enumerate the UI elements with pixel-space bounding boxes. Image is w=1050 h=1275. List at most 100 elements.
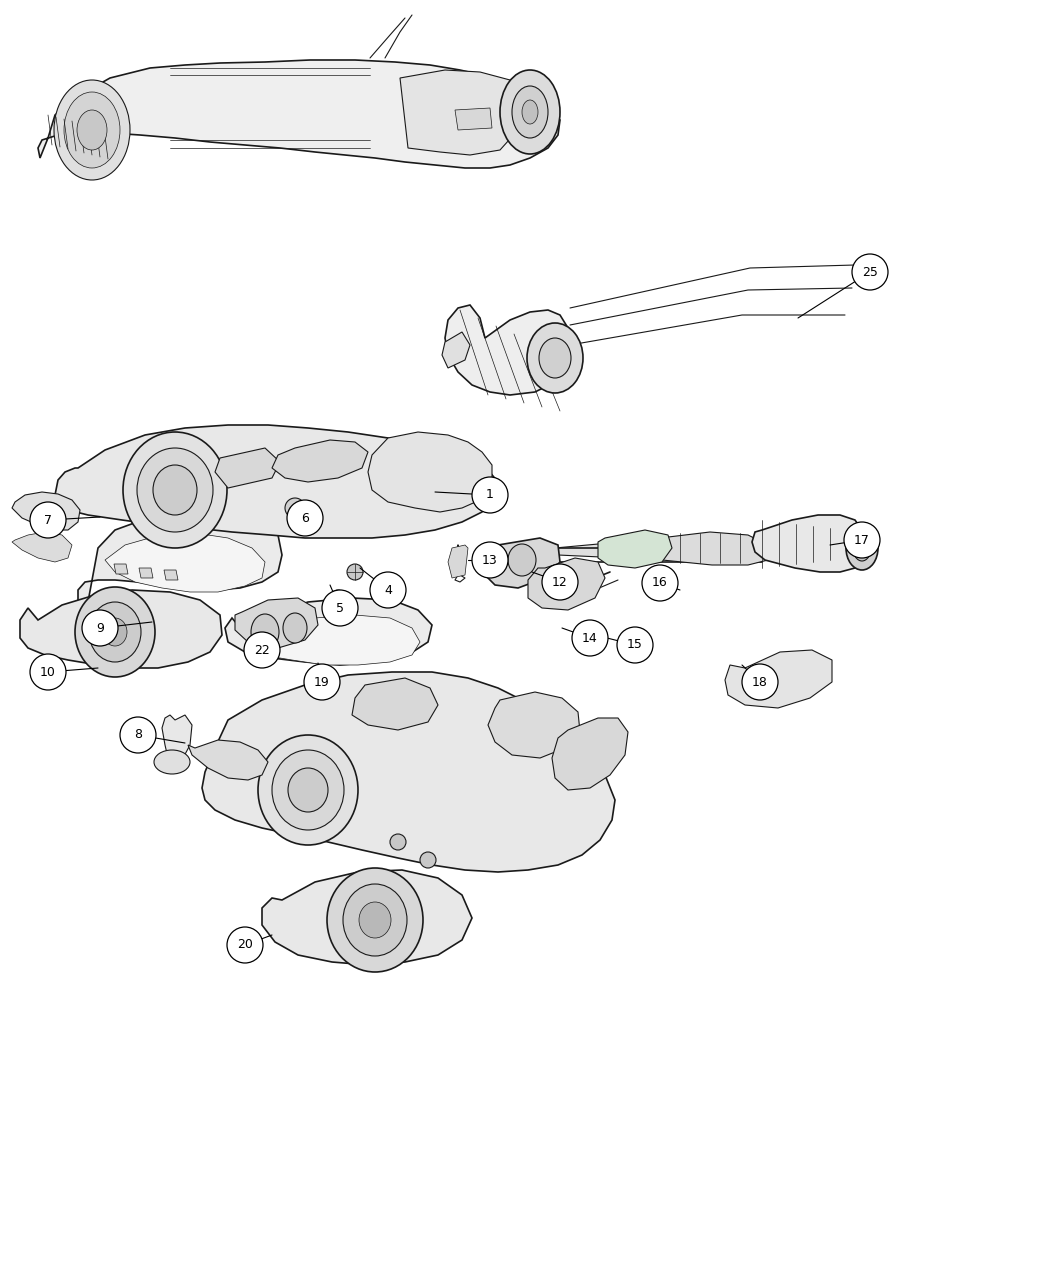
Circle shape	[852, 254, 888, 289]
Circle shape	[322, 590, 358, 626]
Circle shape	[30, 654, 66, 690]
Polygon shape	[114, 564, 128, 574]
Polygon shape	[448, 544, 468, 578]
Ellipse shape	[251, 615, 279, 650]
Polygon shape	[368, 432, 492, 513]
Text: 20: 20	[237, 938, 253, 951]
Polygon shape	[262, 870, 472, 965]
Polygon shape	[400, 70, 520, 156]
Polygon shape	[528, 558, 605, 609]
Text: 7: 7	[44, 514, 52, 527]
Text: 5: 5	[336, 602, 344, 615]
Ellipse shape	[846, 527, 878, 570]
Circle shape	[287, 500, 323, 536]
Text: 12: 12	[552, 575, 568, 589]
Polygon shape	[105, 533, 265, 592]
Polygon shape	[235, 598, 318, 648]
Polygon shape	[648, 532, 768, 565]
Text: 10: 10	[40, 666, 56, 678]
Ellipse shape	[77, 110, 107, 150]
Ellipse shape	[123, 432, 227, 548]
Polygon shape	[225, 598, 432, 666]
Polygon shape	[215, 448, 280, 488]
Text: 13: 13	[482, 553, 498, 566]
Circle shape	[244, 632, 280, 668]
Text: 25: 25	[862, 265, 878, 278]
Circle shape	[30, 502, 66, 538]
Circle shape	[742, 664, 778, 700]
Circle shape	[82, 609, 118, 646]
Ellipse shape	[75, 586, 155, 677]
Ellipse shape	[539, 338, 571, 377]
Ellipse shape	[153, 465, 197, 515]
Circle shape	[330, 590, 346, 606]
Polygon shape	[78, 513, 282, 618]
Text: 19: 19	[314, 676, 330, 688]
Polygon shape	[12, 492, 80, 530]
Ellipse shape	[103, 618, 127, 646]
Polygon shape	[139, 567, 153, 578]
Circle shape	[346, 564, 363, 580]
Ellipse shape	[527, 323, 583, 393]
Polygon shape	[442, 332, 470, 368]
Polygon shape	[552, 718, 628, 790]
Text: 17: 17	[854, 533, 870, 547]
Polygon shape	[248, 615, 420, 666]
Polygon shape	[20, 590, 222, 668]
Text: 14: 14	[582, 631, 597, 644]
Polygon shape	[724, 650, 832, 708]
Polygon shape	[162, 715, 192, 762]
Ellipse shape	[508, 544, 536, 576]
Circle shape	[472, 542, 508, 578]
Polygon shape	[488, 692, 580, 759]
Polygon shape	[202, 672, 615, 872]
Circle shape	[642, 565, 678, 601]
Circle shape	[370, 572, 406, 608]
Circle shape	[542, 564, 578, 601]
Text: 4: 4	[384, 584, 392, 597]
Ellipse shape	[359, 901, 391, 938]
Polygon shape	[188, 740, 268, 780]
Ellipse shape	[853, 536, 871, 561]
Polygon shape	[482, 541, 762, 562]
Polygon shape	[38, 60, 560, 168]
Polygon shape	[598, 530, 672, 567]
Polygon shape	[55, 425, 498, 538]
Circle shape	[844, 521, 880, 558]
Circle shape	[120, 717, 156, 754]
Circle shape	[390, 834, 406, 850]
Ellipse shape	[343, 884, 407, 956]
Ellipse shape	[272, 750, 344, 830]
Ellipse shape	[64, 92, 120, 168]
Text: 8: 8	[134, 728, 142, 742]
Ellipse shape	[327, 868, 423, 972]
Ellipse shape	[154, 750, 190, 774]
Text: 6: 6	[301, 511, 309, 524]
Circle shape	[572, 620, 608, 657]
Polygon shape	[445, 305, 572, 395]
Ellipse shape	[258, 734, 358, 845]
Ellipse shape	[288, 768, 328, 812]
Circle shape	[617, 627, 653, 663]
Polygon shape	[485, 538, 560, 588]
Text: 16: 16	[652, 576, 668, 589]
Circle shape	[472, 477, 508, 513]
Polygon shape	[752, 515, 862, 572]
Polygon shape	[164, 570, 179, 580]
Ellipse shape	[54, 80, 130, 180]
Circle shape	[304, 664, 340, 700]
Text: 1: 1	[486, 488, 494, 501]
Ellipse shape	[284, 613, 307, 643]
Polygon shape	[272, 440, 367, 482]
Ellipse shape	[522, 99, 538, 124]
Polygon shape	[12, 532, 72, 562]
Polygon shape	[455, 108, 492, 130]
Polygon shape	[352, 678, 438, 731]
Ellipse shape	[512, 85, 548, 138]
Ellipse shape	[500, 70, 560, 154]
Text: 9: 9	[96, 621, 104, 635]
Circle shape	[285, 499, 304, 518]
Ellipse shape	[136, 448, 213, 532]
Text: 22: 22	[254, 644, 270, 657]
Text: 15: 15	[627, 639, 643, 652]
